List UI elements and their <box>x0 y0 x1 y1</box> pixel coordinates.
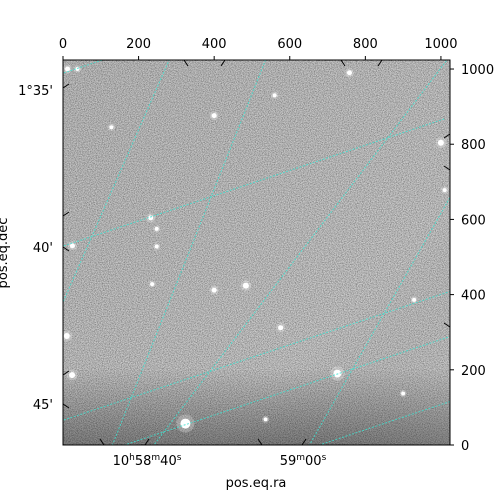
grid-line <box>453 387 495 455</box>
top-tick-label: 1000 <box>424 37 457 52</box>
dec-tick-mark <box>443 133 451 139</box>
dec-tick-label: 40' <box>33 241 53 256</box>
image-panel <box>62 59 495 455</box>
world-tick-marks <box>62 59 451 446</box>
right-tick-label: 1000 <box>461 63 494 78</box>
dec-tick-mark <box>62 83 70 89</box>
dec-tick-mark <box>62 211 70 217</box>
star <box>154 226 159 231</box>
dec-tick-mark <box>443 165 451 171</box>
dec-tick-label: 1°35' <box>18 84 53 99</box>
star <box>278 325 284 331</box>
star <box>63 332 70 339</box>
top-tick-label: 600 <box>277 37 302 52</box>
star <box>109 125 114 130</box>
right-tick-label: 200 <box>461 364 486 379</box>
dec-tick-label: 45' <box>33 398 53 413</box>
grid-line <box>153 60 448 445</box>
star <box>65 66 71 72</box>
star <box>69 243 75 249</box>
ra-tick-mark <box>220 59 226 67</box>
ra-tick-mark <box>377 59 383 67</box>
grid-line <box>122 336 450 445</box>
star <box>401 391 406 396</box>
dec-tick-mark <box>62 246 70 252</box>
grid-line <box>63 118 446 247</box>
star <box>263 417 268 422</box>
pixel-axes: 0 200 400 600 800 1000 0 200 400 600 800 1000 <box>59 37 494 454</box>
star <box>69 372 76 379</box>
right-tick-label: 600 <box>461 213 486 228</box>
top-tick-label: 0 <box>59 37 67 52</box>
x-axis-label: pos.eq.ra <box>226 476 287 491</box>
ra-tick-mark <box>301 438 307 446</box>
ra-tick-mark <box>257 438 263 446</box>
star <box>180 418 191 429</box>
star <box>442 188 447 193</box>
top-tick-label: 800 <box>353 37 378 52</box>
ra-tick-label: 59m00s <box>280 453 327 469</box>
star <box>211 113 217 119</box>
ra-tick-mark <box>144 438 150 446</box>
stars-layer <box>63 64 449 433</box>
star <box>346 70 352 76</box>
ra-tick-mark <box>340 59 346 67</box>
dec-tick-mark <box>62 403 70 409</box>
ra-tick-label: 10h58m40s <box>113 453 182 469</box>
top-tick-label: 200 <box>126 37 151 52</box>
plot-frame <box>62 59 451 446</box>
grid-line <box>63 60 105 74</box>
right-tick-label: 400 <box>461 289 486 304</box>
top-tick-label: 400 <box>202 37 227 52</box>
ra-tick-labels: 10h58m40s 59m00s <box>113 453 327 469</box>
star <box>211 287 217 293</box>
ra-tick-mark <box>183 59 189 67</box>
right-tick-label: 0 <box>461 439 469 454</box>
y-axis-label: pos.eq.dec <box>0 218 11 289</box>
star <box>242 282 249 289</box>
grid-line <box>308 196 450 445</box>
star <box>150 282 155 287</box>
image-bottom-shade <box>63 60 450 445</box>
right-tick-label: 800 <box>461 138 486 153</box>
star <box>437 139 444 146</box>
grid-line <box>111 60 267 445</box>
star <box>154 244 159 249</box>
dec-tick-mark <box>62 370 70 376</box>
dec-tick-mark <box>443 322 451 328</box>
star <box>148 215 154 221</box>
star <box>272 93 277 98</box>
star <box>412 297 417 302</box>
grid-line <box>63 290 450 421</box>
dec-tick-labels: 1°35' 40' 45' <box>18 84 53 413</box>
ra-tick-mark <box>99 438 105 446</box>
